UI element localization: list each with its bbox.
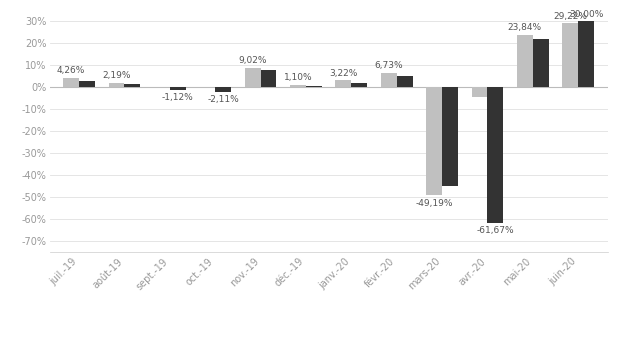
Bar xyxy=(562,23,578,88)
Text: -1,12%: -1,12% xyxy=(162,93,193,102)
Bar xyxy=(381,72,397,88)
Bar xyxy=(63,78,79,88)
Bar xyxy=(79,81,95,88)
Bar xyxy=(442,88,458,186)
Text: 9,02%: 9,02% xyxy=(238,56,267,65)
Bar xyxy=(471,88,487,97)
Text: 6,73%: 6,73% xyxy=(374,61,403,70)
Bar xyxy=(108,83,125,88)
Bar xyxy=(199,87,215,88)
Bar xyxy=(352,83,367,88)
Bar xyxy=(260,70,277,88)
Bar xyxy=(245,68,260,88)
Bar xyxy=(426,88,442,195)
Text: -49,19%: -49,19% xyxy=(415,199,453,208)
Bar xyxy=(517,35,533,88)
Bar xyxy=(125,84,140,88)
Bar xyxy=(578,21,594,88)
Text: -2,11%: -2,11% xyxy=(207,95,239,104)
Text: 4,26%: 4,26% xyxy=(57,66,86,75)
Bar xyxy=(533,39,549,88)
Text: 3,22%: 3,22% xyxy=(329,69,358,78)
Bar xyxy=(397,76,412,88)
Bar xyxy=(290,85,306,88)
Text: 1,10%: 1,10% xyxy=(284,73,312,82)
Bar xyxy=(215,88,231,92)
Bar xyxy=(335,80,352,88)
Bar xyxy=(154,87,170,88)
Bar xyxy=(170,88,186,90)
Text: 23,84%: 23,84% xyxy=(508,23,542,32)
Legend: Valeur, Volume: Valeur, Volume xyxy=(258,349,399,350)
Text: -61,67%: -61,67% xyxy=(477,226,514,235)
Text: 30,00%: 30,00% xyxy=(569,10,603,19)
Text: 2,19%: 2,19% xyxy=(102,71,131,80)
Bar xyxy=(306,86,322,88)
Bar xyxy=(487,88,503,223)
Text: 29,22%: 29,22% xyxy=(553,12,587,21)
